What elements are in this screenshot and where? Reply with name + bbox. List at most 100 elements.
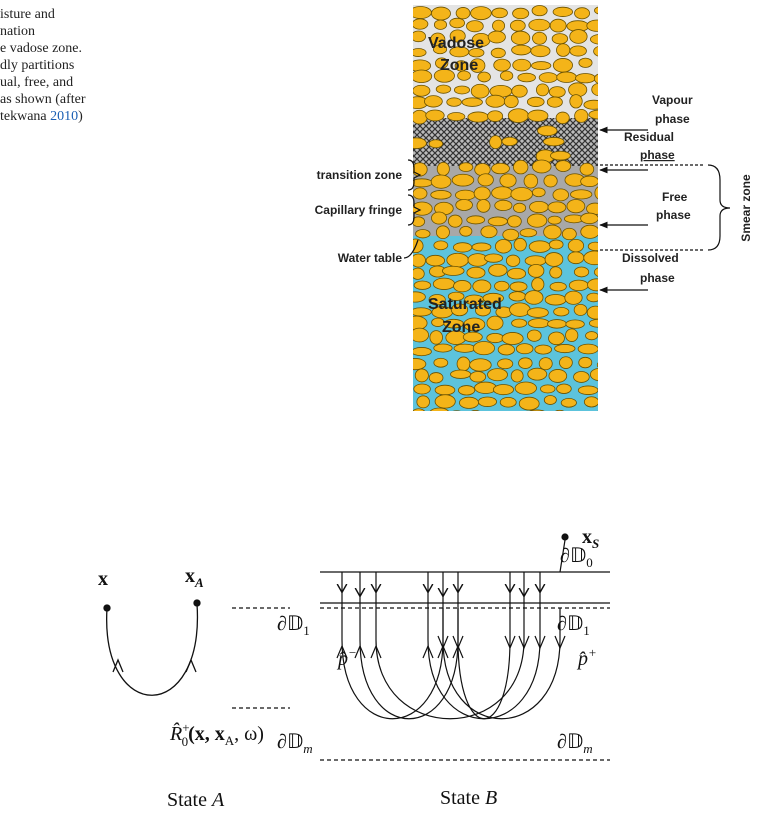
state-a-labels: x xA ∂𝔻1 R̂+0(x, xA, ω) ∂𝔻m State A xyxy=(98,565,313,811)
grain xyxy=(566,320,585,328)
label: Zone xyxy=(440,57,478,74)
grain xyxy=(527,308,548,318)
grain xyxy=(500,71,512,81)
symbol-main: ∂𝔻 xyxy=(277,613,303,635)
grain xyxy=(590,34,610,44)
grain xyxy=(574,304,587,315)
grain xyxy=(488,217,507,226)
grain xyxy=(532,188,545,197)
symbol-main: p̂ xyxy=(576,648,588,670)
grain xyxy=(447,98,462,107)
grain xyxy=(567,200,585,213)
grain xyxy=(456,200,473,211)
grain xyxy=(544,225,562,239)
grain xyxy=(527,97,544,106)
grain xyxy=(433,278,454,289)
label: transition zone xyxy=(317,168,403,182)
grain xyxy=(550,267,562,278)
grain xyxy=(545,253,563,267)
grain xyxy=(406,316,428,330)
symbol-main: R̂ xyxy=(169,722,182,745)
grain xyxy=(500,397,516,407)
boundary: ∂𝔻0 xyxy=(560,545,593,570)
grain xyxy=(412,19,428,29)
state-a-diagram xyxy=(104,600,290,708)
grain xyxy=(549,240,563,249)
grain xyxy=(566,329,578,342)
grain xyxy=(468,254,488,267)
symbol: xS xyxy=(582,526,599,551)
label: Smear zone xyxy=(739,174,753,242)
label: Free xyxy=(662,190,688,204)
caption-line: nation xyxy=(0,24,35,39)
page: isture and nation e vadose zone. dly par… xyxy=(0,0,779,822)
grain xyxy=(556,161,571,172)
grain xyxy=(454,280,472,291)
grain xyxy=(431,190,451,199)
grain xyxy=(429,373,443,383)
grain xyxy=(581,225,600,238)
grain xyxy=(503,229,519,240)
grain xyxy=(545,294,566,305)
grain xyxy=(512,319,527,327)
args-tail: , ω) xyxy=(234,723,264,745)
state-caption: State B xyxy=(440,787,497,809)
grain xyxy=(462,98,482,107)
grain xyxy=(473,342,494,355)
grain xyxy=(553,58,572,72)
grain xyxy=(594,6,612,15)
grain xyxy=(471,7,492,20)
grain xyxy=(565,291,582,304)
grain xyxy=(470,359,492,371)
grain xyxy=(532,160,551,173)
grain xyxy=(550,151,570,160)
grain xyxy=(431,7,450,20)
state-caption: State A xyxy=(167,789,225,811)
grain xyxy=(553,189,569,201)
grain xyxy=(557,72,577,83)
grain xyxy=(513,160,528,174)
grain xyxy=(405,292,425,302)
grain xyxy=(415,369,428,382)
grain xyxy=(550,282,566,291)
grain xyxy=(411,31,425,42)
ray-arc xyxy=(458,608,510,719)
grain xyxy=(459,397,478,408)
symbol-sub: m xyxy=(303,741,312,756)
grain xyxy=(457,357,470,371)
grain xyxy=(431,175,451,188)
grain xyxy=(578,386,598,395)
caption-line: ual, free, and xyxy=(0,75,73,90)
grain xyxy=(589,319,607,327)
grain xyxy=(413,188,427,199)
caption: isture and nation e vadose zone. dly par… xyxy=(0,7,86,124)
grain xyxy=(412,347,432,355)
grain xyxy=(570,190,591,199)
caption-main: State xyxy=(167,789,212,811)
grain xyxy=(411,49,426,57)
grain xyxy=(524,174,538,188)
grain xyxy=(584,100,604,109)
symbol-sub: m xyxy=(583,741,592,756)
grain xyxy=(557,384,572,394)
grain xyxy=(549,87,565,98)
operator: R̂+0(x, xA, ω) xyxy=(169,720,264,749)
grain xyxy=(434,358,448,367)
boundary: ∂𝔻m xyxy=(277,731,313,756)
grain xyxy=(413,85,430,96)
grain xyxy=(529,19,550,31)
grain xyxy=(579,357,592,367)
grain xyxy=(581,176,599,187)
grain xyxy=(547,97,562,107)
grain xyxy=(587,20,608,31)
grain xyxy=(589,110,609,119)
grain xyxy=(487,316,503,330)
grain xyxy=(581,213,599,224)
grain xyxy=(549,369,567,382)
boundary: ∂𝔻m xyxy=(557,731,593,756)
citation-link[interactable]: 2010 xyxy=(50,109,78,124)
grain xyxy=(409,6,431,18)
grain xyxy=(434,344,452,352)
symbol-sup: + xyxy=(588,645,597,660)
grain xyxy=(594,267,611,277)
